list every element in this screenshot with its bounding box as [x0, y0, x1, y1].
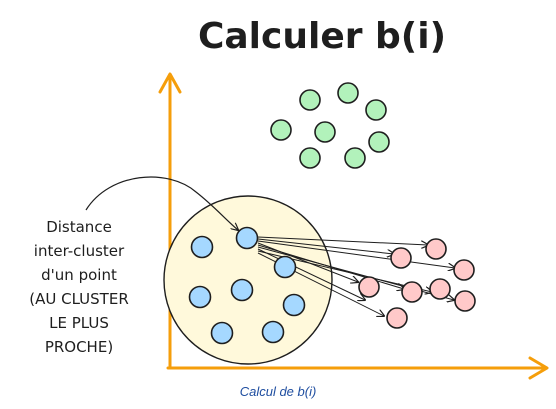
annotation: Distance inter-cluster d'un point (AU CL… [29, 218, 129, 356]
distance-arrow [257, 236, 428, 245]
blue-point-selected [235, 226, 259, 250]
page-title: Calculer b(i) [198, 16, 446, 57]
green-point [368, 131, 390, 153]
pink-point [386, 307, 408, 329]
pink-point [358, 276, 380, 298]
y-axis-arrowhead [158, 72, 182, 94]
annotation-line-5: LE PLUS [49, 314, 109, 332]
axes [158, 72, 549, 380]
green-point [299, 89, 321, 111]
green-point [337, 82, 359, 104]
figure-caption: Calcul de b(i) [239, 384, 317, 399]
annotation-line-3: d'un point [41, 266, 117, 284]
green-point [270, 119, 292, 141]
green-point [365, 99, 387, 121]
blue-point [282, 293, 306, 317]
x-axis-arrowhead [528, 356, 549, 380]
annotation-arrow [85, 176, 238, 230]
distance-arrow [257, 240, 455, 268]
annotation-line-1: Distance [46, 218, 112, 236]
green-point [344, 147, 366, 169]
green-point [299, 147, 321, 169]
green-cluster [270, 82, 390, 169]
blue-cluster-halo [163, 195, 333, 365]
annotation-line-2: inter-cluster [34, 242, 125, 260]
blue-point [188, 285, 212, 309]
blue-cluster [188, 226, 306, 345]
pink-point [429, 278, 451, 300]
blue-point [190, 235, 214, 259]
pink-point [401, 281, 423, 303]
distance-arrow [257, 238, 394, 254]
annotation-line-4: (AU CLUSTER [29, 290, 129, 308]
pink-point [454, 290, 476, 312]
pink-cluster [358, 238, 476, 329]
annotation-line-6: PROCHE) [45, 338, 113, 356]
blue-point [210, 321, 234, 345]
blue-point [261, 320, 285, 344]
blue-point [230, 278, 254, 302]
pink-point [453, 259, 475, 281]
distance-arrow [257, 248, 365, 300]
green-point [314, 121, 336, 143]
pink-point [425, 238, 447, 260]
blue-point [273, 255, 297, 279]
pink-point [390, 247, 412, 269]
